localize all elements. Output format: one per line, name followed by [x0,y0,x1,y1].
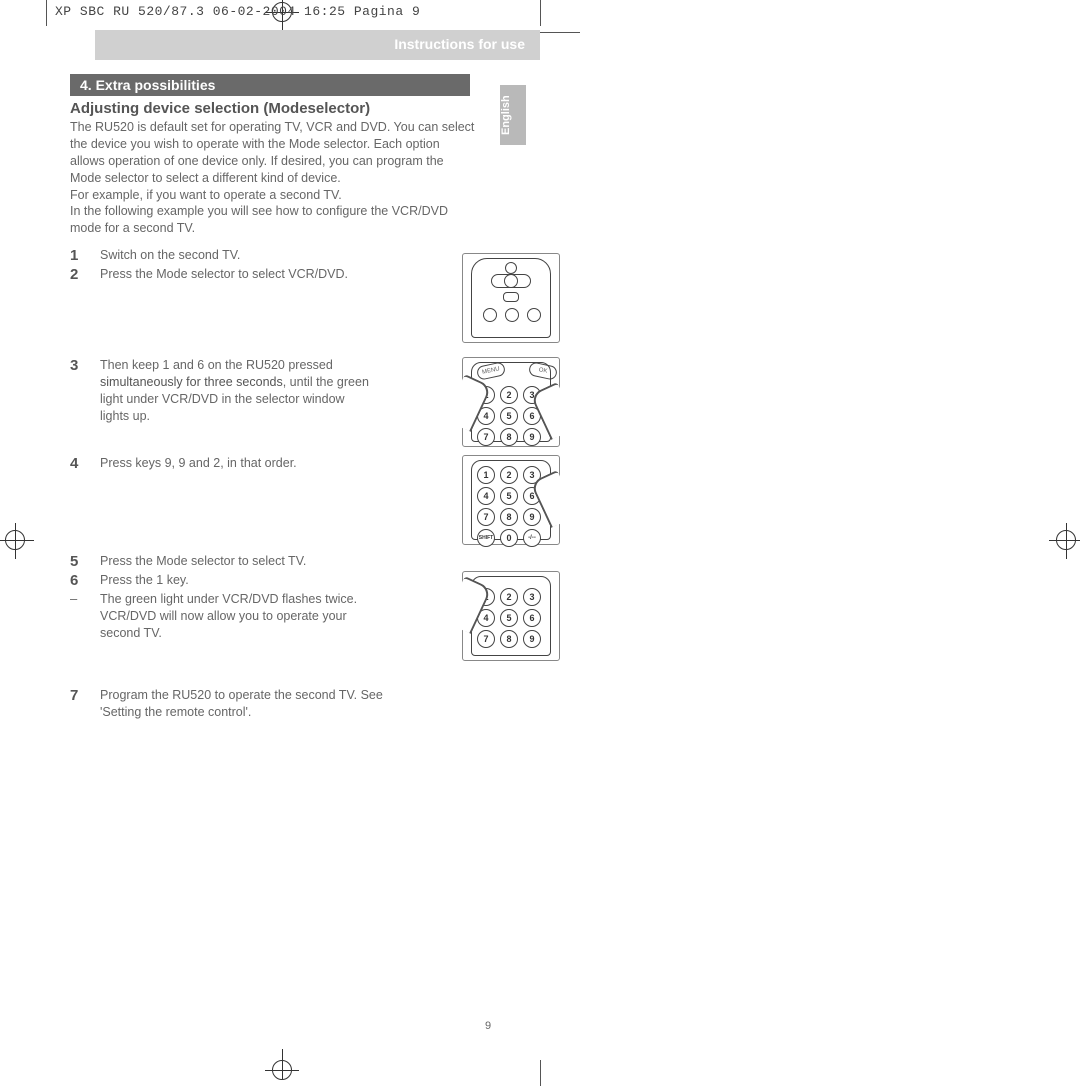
crop-line [535,32,580,33]
instructions-bar: Instructions for use [95,30,540,60]
page-content: Instructions for use 4. Extra possibilit… [70,30,540,723]
step-number: 7 [70,687,100,704]
intro-paragraph: The RU520 is default set for operating T… [70,119,475,237]
crop-line [540,1060,541,1086]
step-block: 1 Switch on the second TV. 2 Press the M… [70,247,540,357]
remote-diagram: MENU OK 1 2 3 4 5 6 7 8 9 [462,357,560,447]
remote-diagram [462,253,560,343]
crop-line [46,0,47,26]
instructions-label: Instructions for use [394,36,525,52]
step-text: Press the Mode selector to select VCR/DV… [100,266,348,283]
sub-heading: Adjusting device selection (Modeselector… [70,100,540,117]
step-text: The green light under VCR/DVD flashes tw… [100,591,375,642]
crop-line [540,0,541,26]
step-text: Press the Mode selector to select TV. [100,553,306,570]
step-block: 5 Press the Mode selector to select TV. … [70,553,540,673]
page-number: 9 [485,1020,491,1032]
registration-mark [5,530,25,550]
step-number: 3 [70,357,100,374]
step-text: Switch on the second TV. [100,247,240,264]
step-number: 6 [70,572,100,589]
step-number: 5 [70,553,100,570]
step-dash: – [70,591,100,606]
remote-diagram: 1 2 3 4 5 6 7 8 9 SHIFT 0 -/-- [462,455,560,545]
step-text: Press keys 9, 9 and 2, in that order. [100,455,297,472]
step-text: Press the 1 key. [100,572,189,589]
step-number: 1 [70,247,100,264]
registration-mark [272,1060,292,1080]
file-header: XP SBC RU 520/87.3 06-02-2004 16:25 Pagi… [55,4,420,19]
registration-mark [1056,530,1076,550]
remote-diagram: 1 2 3 4 5 6 7 8 9 [462,571,560,661]
section-title: 4. Extra possibilities [70,74,470,96]
step-number: 2 [70,266,100,283]
step-text: Then keep 1 and 6 on the RU520 pressed s… [100,357,375,425]
step-block: 3 Then keep 1 and 6 on the RU520 pressed… [70,357,540,455]
step-block: 7 Program the RU520 to operate the secon… [70,687,540,721]
step-block: 4 Press keys 9, 9 and 2, in that order. … [70,455,540,553]
step-text: Program the RU520 to operate the second … [100,687,420,721]
step-number: 4 [70,455,100,472]
